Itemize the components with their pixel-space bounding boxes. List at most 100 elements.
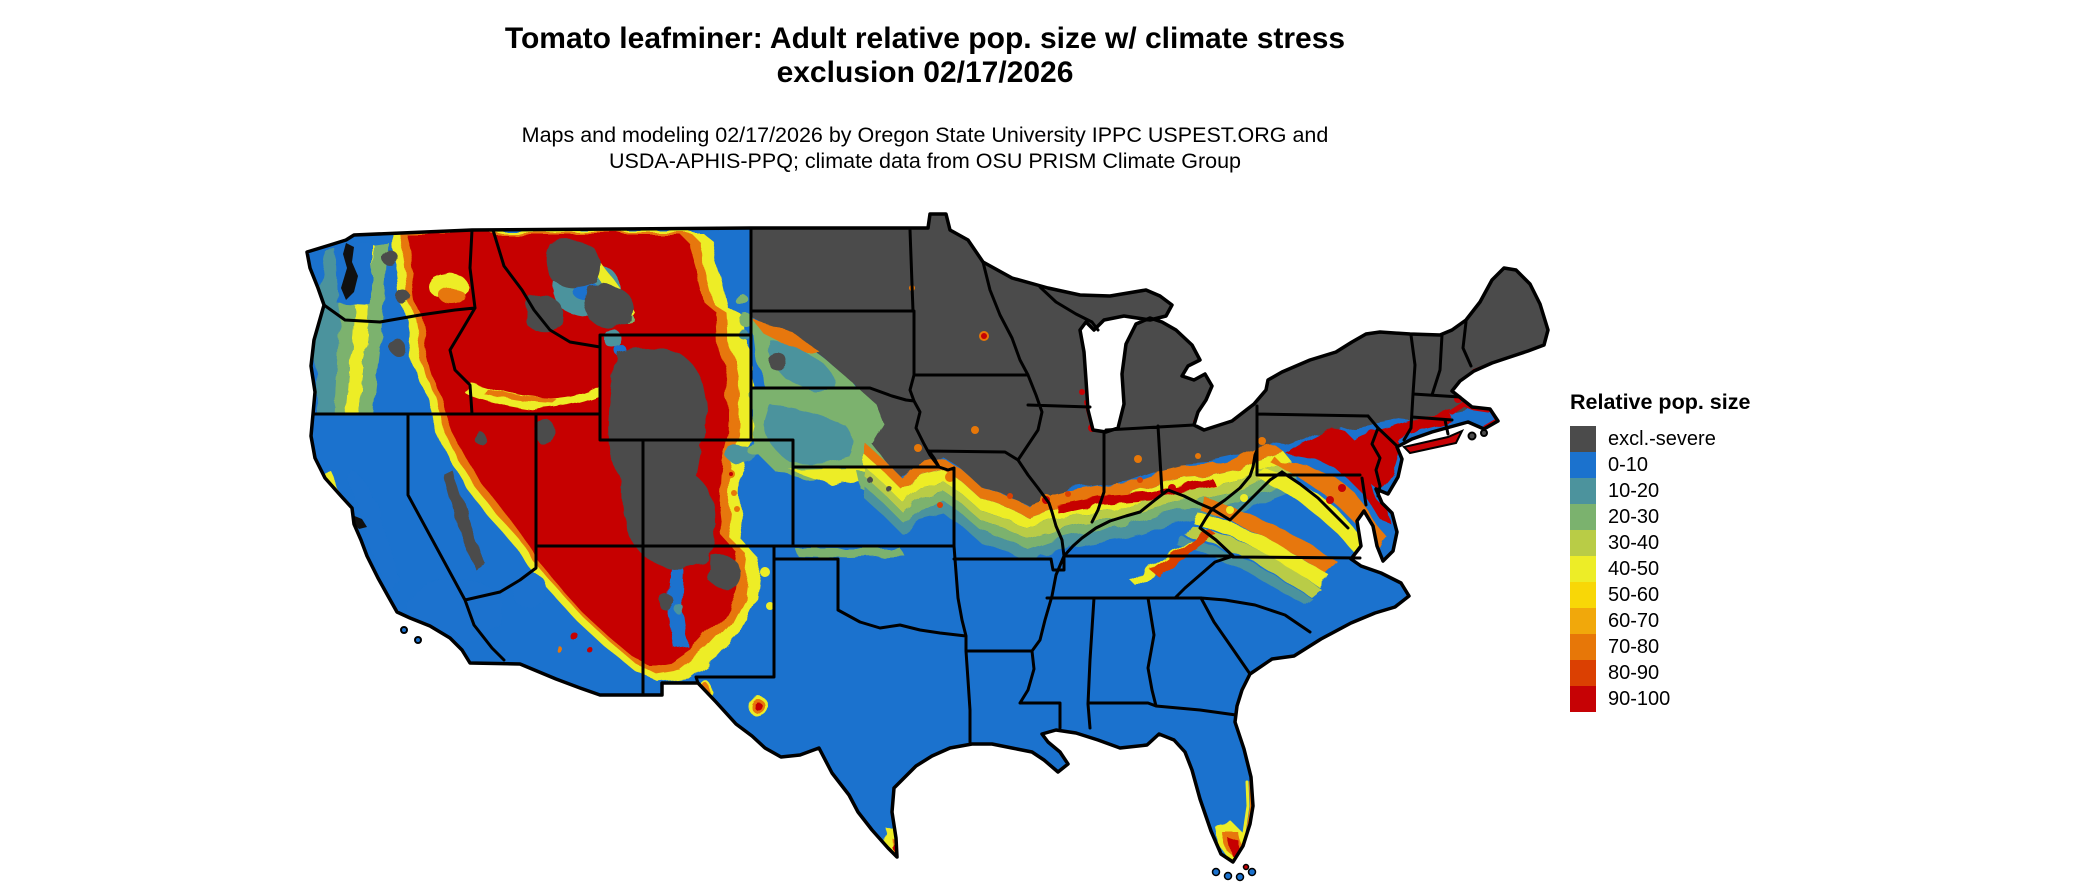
mt-east-green: [736, 294, 748, 306]
legend-swatch: [1570, 686, 1596, 712]
zone-ok-top-green: [795, 548, 905, 558]
az-sky-island: [570, 632, 578, 640]
legend-item: 0-10: [1570, 452, 1750, 478]
subtitle-line-2: USDA-APHIS-PPQ; climate data from OSU PR…: [608, 149, 1242, 173]
keys-dot-1: [1211, 867, 1221, 877]
legend-item: excl.-severe: [1570, 426, 1750, 452]
fl-tip-red: [1228, 838, 1240, 856]
front-speck-3: [1065, 491, 1071, 497]
front-speck-2: [1007, 493, 1013, 499]
zone-gray-mountains: [382, 239, 893, 610]
gray-nm-range: [658, 594, 674, 610]
legend-item-label: 70-80: [1608, 635, 1660, 658]
legend-item: 20-30: [1570, 504, 1750, 530]
zone-sd-orange-rim: [751, 318, 820, 352]
title-line-2: exclusion 02/17/2026: [776, 56, 1074, 89]
city-colorado-springs: [731, 490, 737, 496]
city-baltimore: [1338, 484, 1346, 492]
offshore-islands: [400, 429, 1488, 882]
title-line-1: Tomato leafminer: Adult relative pop. si…: [504, 22, 1346, 55]
channel-island-1: [400, 626, 408, 634]
legend-item: 90-100: [1570, 686, 1750, 712]
co-ne-green: [747, 444, 767, 456]
legend-item-label: 60-70: [1608, 609, 1660, 632]
state-borders: [311, 226, 1473, 744]
zone-plains-transition: [751, 318, 910, 558]
band-teal: [864, 480, 1300, 561]
gray-nv-range: [474, 432, 486, 444]
city-indianapolis: [1134, 455, 1142, 463]
nantucket: [1480, 429, 1488, 437]
long-island: [1402, 429, 1465, 455]
davis-mtns-red: [754, 702, 762, 710]
legend-item-label: 40-50: [1608, 557, 1660, 580]
keys-dot-3: [1235, 872, 1245, 882]
legend-item: 80-90: [1570, 660, 1750, 686]
figure-subtitle: Maps and modeling 02/17/2026 by Oregon S…: [255, 122, 1595, 174]
gray-sierra-crest: [444, 470, 486, 570]
city-denver-core: [729, 472, 733, 476]
puget-sound-water: [341, 243, 358, 300]
gray-wy-co-rockies: [607, 347, 716, 569]
city-minneapolis-core: [981, 333, 987, 339]
gray-black-hills: [768, 354, 788, 370]
nm-east-yellow: [760, 567, 770, 577]
legend-item-label: 80-90: [1608, 661, 1660, 684]
legend-swatch: [1570, 556, 1596, 582]
legend-item-label: 10-20: [1608, 479, 1660, 502]
legend-item-label: 50-60: [1608, 583, 1660, 606]
legend-item-label: excl.-severe: [1608, 427, 1716, 450]
fl-east-coast-yellow: [1241, 780, 1250, 842]
legend-items: excl.-severe 0-10 10-20 20-30 30-40 40-50 50-6…: [1570, 426, 1750, 712]
tx-coast-speck: [899, 802, 905, 808]
front-speck-4: [1137, 477, 1143, 483]
legend-swatch: [1570, 504, 1596, 530]
legend-swatch: [1570, 426, 1596, 452]
raster-zones: [307, 214, 1548, 862]
az-sky-island2: [587, 647, 593, 653]
legend-swatch: [1570, 582, 1596, 608]
midatl-yellow-halo: [1258, 470, 1374, 564]
legend-item: 70-80: [1570, 634, 1750, 660]
legend-swatch: [1570, 452, 1596, 478]
legend-item-label: 90-100: [1608, 687, 1671, 710]
nm-teal-dot: [675, 605, 685, 615]
legend-item-label: 20-30: [1608, 505, 1660, 528]
legend-item: 60-70: [1570, 608, 1750, 634]
zone-midwest-bands: [864, 442, 1300, 561]
band-yellow: [864, 452, 1292, 529]
midatl-red-strip: [1286, 411, 1452, 523]
gray-gsl-desert: [535, 419, 555, 445]
city-des-moines: [971, 426, 979, 434]
gray-nw-montana: [544, 239, 601, 287]
gray-idaho: [525, 295, 564, 333]
gray-ks-speck: [867, 477, 873, 483]
legend-swatch: [1570, 634, 1596, 660]
gray-cascades1: [382, 250, 398, 266]
vegas-blue: [511, 572, 547, 608]
snake-plain-yellow: [466, 382, 600, 410]
zone-central-valley: [346, 470, 400, 590]
band-ohio-river-red: [1056, 478, 1216, 513]
city-omaha: [914, 444, 922, 452]
legend-swatch: [1570, 660, 1596, 686]
city-milwaukee: [1079, 389, 1085, 395]
city-columbus: [1195, 453, 1201, 459]
gray-cascades3: [390, 340, 406, 356]
mojave-blue: [407, 578, 503, 642]
wv-yellow-dot2: [1240, 494, 1248, 502]
legend-swatch: [1570, 478, 1596, 504]
city-washington-dc: [1326, 496, 1334, 504]
legend-swatch: [1570, 608, 1596, 634]
channel-island-2: [414, 636, 422, 644]
columbia-basin-orange: [439, 288, 465, 304]
va-band-teal: [1176, 536, 1312, 604]
city-pueblo: [734, 506, 740, 512]
nm-rio-grande-blue: [666, 556, 688, 648]
keys-red-speck: [1242, 863, 1250, 871]
az-sky-island3: [557, 647, 563, 653]
marthas-vineyard: [1467, 431, 1477, 441]
nm-east-yellow2: [766, 602, 774, 610]
